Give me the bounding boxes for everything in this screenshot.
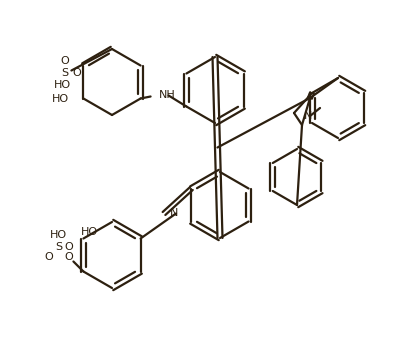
Text: N: N	[170, 208, 178, 219]
Text: O: O	[72, 69, 81, 78]
Text: HO: HO	[50, 229, 67, 240]
Text: O: O	[44, 252, 53, 261]
Text: S: S	[61, 69, 68, 78]
Text: HO: HO	[81, 227, 98, 237]
Text: HO: HO	[52, 94, 69, 103]
Text: S: S	[55, 241, 62, 252]
Text: O: O	[60, 57, 69, 66]
Text: NH: NH	[159, 90, 176, 101]
Text: N: N	[304, 111, 312, 121]
Text: O: O	[64, 252, 73, 261]
Text: HO: HO	[54, 81, 71, 90]
Text: O: O	[64, 241, 73, 252]
